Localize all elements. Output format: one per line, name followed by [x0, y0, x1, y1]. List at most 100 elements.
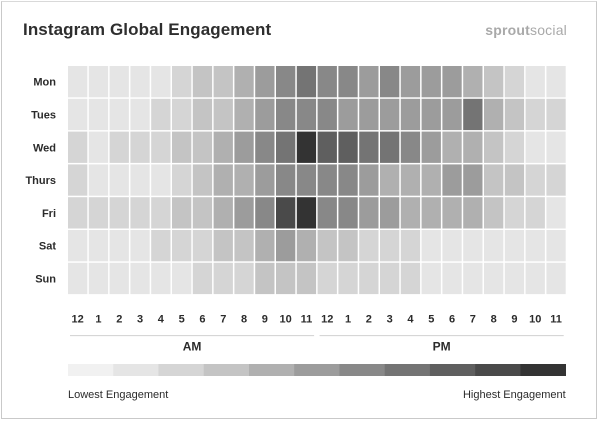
heatmap-cell — [338, 197, 358, 229]
heatmap-cell — [296, 66, 317, 98]
heatmap-cell — [172, 197, 192, 229]
heatmap-cell — [525, 197, 545, 229]
heatmap-cell — [151, 262, 171, 295]
heatmap-cell — [525, 230, 545, 262]
heatmap-cell — [296, 164, 317, 196]
heatmap-cell — [463, 197, 483, 229]
heatmap-cell — [317, 98, 337, 131]
heatmap-cell — [463, 164, 483, 196]
heatmap-cell — [442, 164, 462, 196]
heatmap-cell — [359, 66, 379, 98]
heatmap-cell — [317, 262, 337, 295]
heatmap-cell — [234, 131, 254, 163]
heatmap-cell — [484, 230, 504, 262]
heatmap-cell — [400, 98, 421, 131]
heatmap-cell — [276, 66, 296, 98]
column-tick-label: 8 — [241, 314, 247, 326]
heatmap-cell — [359, 262, 379, 295]
column-tick-label: 1 — [345, 314, 351, 326]
heatmap-cell — [88, 262, 109, 295]
brand-logo: sproutsocial — [485, 22, 567, 38]
heatmap-cell — [68, 98, 88, 131]
heatmap-cell — [68, 230, 88, 262]
legend-high-label: Highest Engagement — [463, 389, 566, 401]
heatmap-cell — [317, 131, 337, 163]
heatmap-cell — [234, 98, 254, 131]
heatmap-cell — [504, 262, 525, 295]
chart-title: Instagram Global Engagement — [23, 20, 272, 39]
heatmap-cell — [109, 98, 129, 131]
heatmap-cell — [276, 98, 296, 131]
heatmap-cell — [442, 131, 462, 163]
heatmap-cell — [400, 131, 421, 163]
heatmap-cell — [130, 230, 150, 262]
heatmap-cell — [88, 164, 109, 196]
heatmap-cell — [546, 197, 566, 229]
legend-swatch — [203, 364, 250, 376]
heatmap-cell — [109, 197, 129, 229]
legend-low-label: Lowest Engagement — [68, 389, 168, 401]
heatmap-cell — [234, 230, 254, 262]
column-tick-label: 4 — [407, 314, 414, 326]
legend-swatch — [339, 364, 386, 376]
heatmap-cell — [546, 131, 566, 163]
heatmap-cell — [109, 164, 129, 196]
heatmap-cell — [380, 131, 400, 163]
heatmap-cell — [338, 164, 358, 196]
heatmap-cell — [130, 98, 150, 131]
heatmap-cell — [463, 98, 483, 131]
heatmap-cell — [88, 197, 109, 229]
heatmap-cell — [276, 131, 296, 163]
heatmap-cell — [68, 197, 88, 229]
heatmap-cell — [400, 66, 421, 98]
heatmap-cell — [109, 262, 129, 295]
heatmap-cell — [504, 197, 525, 229]
heatmap-cell — [151, 230, 171, 262]
heatmap-cell — [442, 262, 462, 295]
heatmap-cell — [359, 197, 379, 229]
heatmap-cell — [400, 230, 421, 262]
heatmap-cell — [130, 164, 150, 196]
heatmap-cell — [484, 66, 504, 98]
heatmap-cell — [463, 66, 483, 98]
heatmap-cell — [463, 131, 483, 163]
heatmap-cell — [234, 197, 254, 229]
column-tick-label: 10 — [529, 314, 541, 326]
heatmap-cell — [484, 197, 504, 229]
heatmap-cell — [359, 131, 379, 163]
heatmap-cell — [421, 262, 441, 295]
heatmap-cell — [255, 197, 275, 229]
heatmap-cell — [546, 164, 566, 196]
heatmap-cell — [255, 66, 275, 98]
heatmap-cell — [359, 98, 379, 131]
heatmap-cell — [296, 230, 317, 262]
column-tick-label: 12 — [72, 314, 84, 326]
column-tick-label: 3 — [387, 314, 393, 326]
legend-swatch — [475, 364, 521, 376]
heatmap-cell — [234, 262, 254, 295]
heatmap-cell — [359, 230, 379, 262]
heatmap-cell — [546, 262, 566, 295]
heatmap-cell — [484, 98, 504, 131]
heatmap-cell — [484, 262, 504, 295]
heatmap-cell — [276, 262, 296, 295]
heatmap-cell — [484, 164, 504, 196]
row-label: Fri — [42, 208, 56, 220]
heatmap-cell — [68, 131, 88, 163]
column-tick-label: 6 — [199, 314, 205, 326]
row-label: Sat — [39, 241, 56, 253]
column-tick-label: 8 — [491, 314, 497, 326]
heatmap-cell — [380, 230, 400, 262]
heatmap-cell — [380, 197, 400, 229]
column-tick-label: 9 — [511, 314, 517, 326]
heatmap-cell — [213, 230, 233, 262]
heatmap-cell — [192, 230, 213, 262]
heatmap-cell — [151, 197, 171, 229]
heatmap-cell — [276, 164, 296, 196]
heatmap-cell — [421, 131, 441, 163]
legend-swatch — [68, 364, 114, 376]
heatmap-cell — [359, 164, 379, 196]
heatmap-cell — [172, 66, 192, 98]
heatmap-cell — [88, 230, 109, 262]
